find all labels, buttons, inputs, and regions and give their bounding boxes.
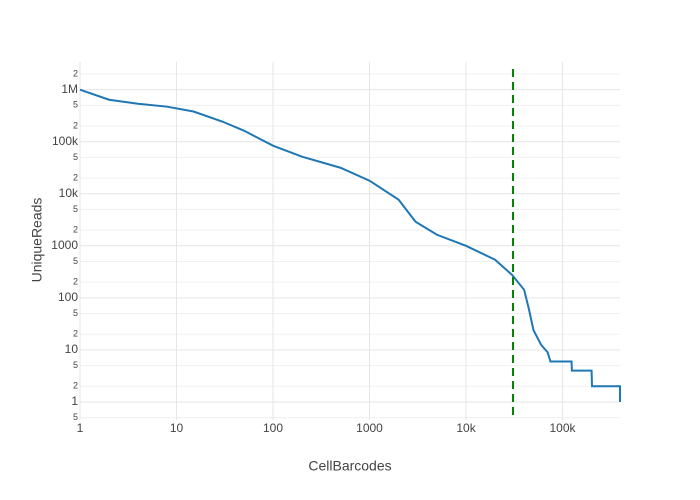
x-tick-label: 10 <box>170 421 184 435</box>
x-tick-label: 100k <box>550 421 577 435</box>
y-tick-label: 100k <box>52 134 79 148</box>
y-tick-label: 2 <box>73 68 78 78</box>
x-tick-label: 10k <box>456 421 476 435</box>
y-tick-label: 2 <box>73 329 78 339</box>
y-tick-label: 2 <box>73 277 78 287</box>
y-tick-label: 10k <box>59 186 79 200</box>
y-tick-label: 5 <box>73 152 78 162</box>
y-tick-label: 2 <box>73 120 78 130</box>
y-tick-label: 1000 <box>51 238 78 252</box>
y-tick-label: 5 <box>73 100 78 110</box>
y-axis-title: UniqueReads <box>29 198 45 283</box>
x-tick-label: 1000 <box>356 421 383 435</box>
y-tick-label: 1M <box>61 82 78 96</box>
y-tick-label: 5 <box>73 204 78 214</box>
y-tick-label: 1 <box>71 394 78 408</box>
y-tick-label: 2 <box>73 381 78 391</box>
y-tick-label: 5 <box>73 308 78 318</box>
y-tick-label: 2 <box>73 225 78 235</box>
y-tick-label: 100 <box>58 290 78 304</box>
data-line <box>79 88 621 402</box>
x-tick-label: 1 <box>77 421 84 435</box>
x-tick-label: 100 <box>263 421 283 435</box>
x-axis-title: CellBarcodes <box>308 458 391 474</box>
y-tick-label: 10 <box>65 342 79 356</box>
y-tick-label: 5 <box>73 412 78 422</box>
y-tick-label: 5 <box>73 256 78 266</box>
y-tick-label: 5 <box>73 360 78 370</box>
y-tick-label: 2 <box>73 172 78 182</box>
